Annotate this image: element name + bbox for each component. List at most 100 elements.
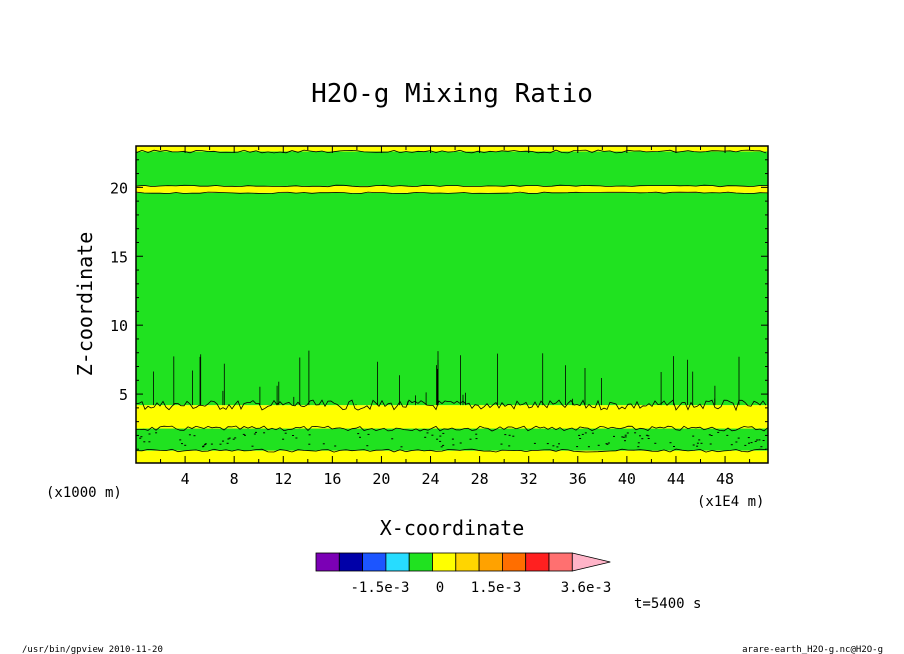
contour-dot: [726, 434, 729, 436]
x-tick-label: 24: [421, 470, 439, 488]
contour-dot: [219, 443, 222, 445]
contour-dot: [737, 437, 740, 439]
contour-dot: [758, 439, 761, 441]
contour-dot: [735, 441, 738, 443]
contour-dot: [424, 436, 427, 438]
contour-dot: [202, 446, 204, 448]
colorbar-tick-label: 0: [436, 580, 444, 596]
contour-dot: [692, 435, 695, 437]
contour-dot: [357, 433, 360, 435]
contour-dot: [754, 440, 757, 442]
contour-dot: [626, 432, 629, 434]
contour-dot: [148, 433, 151, 435]
y-tick-label: 20: [110, 179, 128, 197]
contour-dot: [282, 438, 285, 440]
contour-dot: [584, 432, 587, 434]
contour-z-22.6: [135, 149, 767, 154]
contour-dot: [606, 443, 609, 445]
plot-frame: [135, 145, 769, 464]
contour-dot: [624, 434, 627, 436]
contour-dot: [452, 444, 455, 446]
contour-dot: [188, 434, 191, 436]
x-tick-label: 48: [716, 470, 734, 488]
y-tick-label: 15: [110, 248, 128, 266]
colorbar-swatch: [408, 552, 433, 572]
contour-dot: [179, 439, 182, 441]
left-caption: /usr/bin/gpview 2010-11-20: [22, 645, 163, 654]
x-unit-left-label: (x1000 m): [46, 485, 122, 501]
contour-dot: [624, 440, 626, 442]
colorbar-swatch: [338, 552, 363, 572]
contour-dot: [637, 442, 640, 444]
contour-dot: [255, 431, 257, 433]
contour-dot: [210, 443, 213, 445]
x-axis-label: X-coordinate: [380, 516, 525, 540]
contour-dot: [533, 442, 536, 444]
contour-lines: [135, 149, 769, 453]
contour-dot: [292, 435, 294, 436]
x-tick-label: 40: [618, 470, 636, 488]
colorbar-swatch: [315, 552, 340, 572]
contour-z-19.6: [135, 191, 769, 195]
contour-dot: [263, 432, 266, 434]
contour-dot: [504, 434, 507, 436]
contour-dot: [558, 443, 560, 445]
contour-dot: [762, 440, 765, 441]
contour-dot: [500, 443, 503, 445]
contour-dot: [181, 443, 183, 445]
contour-dot: [367, 433, 370, 435]
contour-dot: [512, 435, 515, 437]
colorbar-swatch: [478, 552, 503, 572]
x-tick-label: 36: [569, 470, 587, 488]
contour-dot: [295, 437, 298, 439]
contour-dot: [621, 436, 624, 438]
contour-dot: [308, 434, 311, 436]
contour-dot: [227, 438, 230, 440]
contour-dot: [591, 432, 594, 434]
x-tick-label: 8: [230, 470, 239, 488]
x-tick-label: 20: [372, 470, 390, 488]
contour-dot: [184, 444, 187, 446]
y-axis-label: Z-coordinate: [73, 232, 97, 377]
contour-dot: [442, 444, 445, 446]
colorbar-tick-label: 3.6e-3: [561, 580, 612, 596]
x-tick-label: 12: [274, 470, 292, 488]
contour-dot: [637, 446, 640, 448]
x-tick-label: 4: [181, 470, 190, 488]
contour-dot: [391, 438, 394, 440]
y-tick-label: 5: [119, 386, 128, 404]
time-label: t=5400 s: [634, 596, 701, 612]
contour-dot: [436, 438, 439, 440]
contour-dot: [647, 435, 650, 437]
contour-dot: [700, 442, 703, 444]
contour-dot: [673, 446, 675, 447]
y-tick-label: 10: [110, 317, 128, 335]
contour-dot: [204, 444, 207, 446]
contour-dot: [750, 442, 753, 444]
x-tick-label: 44: [667, 470, 685, 488]
contour-dot: [546, 443, 549, 445]
contour-dot: [708, 434, 711, 436]
contour-dot: [669, 442, 672, 444]
contour-dot: [440, 446, 443, 448]
contour-dot: [442, 432, 445, 434]
contour-dot: [284, 432, 287, 434]
contour-dot: [459, 442, 462, 444]
contour-dot: [587, 446, 590, 448]
contour-dot: [439, 435, 442, 437]
contour-dot: [451, 438, 454, 440]
contour-dot: [232, 438, 235, 440]
colorbar-swatch: [501, 552, 527, 572]
colorbar-swatch: [548, 552, 573, 572]
colorbar-swatch: [385, 552, 410, 572]
colorbar-swatch: [362, 552, 387, 572]
contour-dot: [613, 435, 615, 437]
colorbar-swatch: [455, 552, 480, 572]
contour-dot: [226, 442, 229, 444]
contour-dot: [645, 434, 648, 436]
contour-dot: [426, 432, 429, 434]
contour-dot: [148, 441, 151, 443]
layer-0-yellow: [136, 450, 768, 463]
contour-dot: [579, 438, 582, 439]
